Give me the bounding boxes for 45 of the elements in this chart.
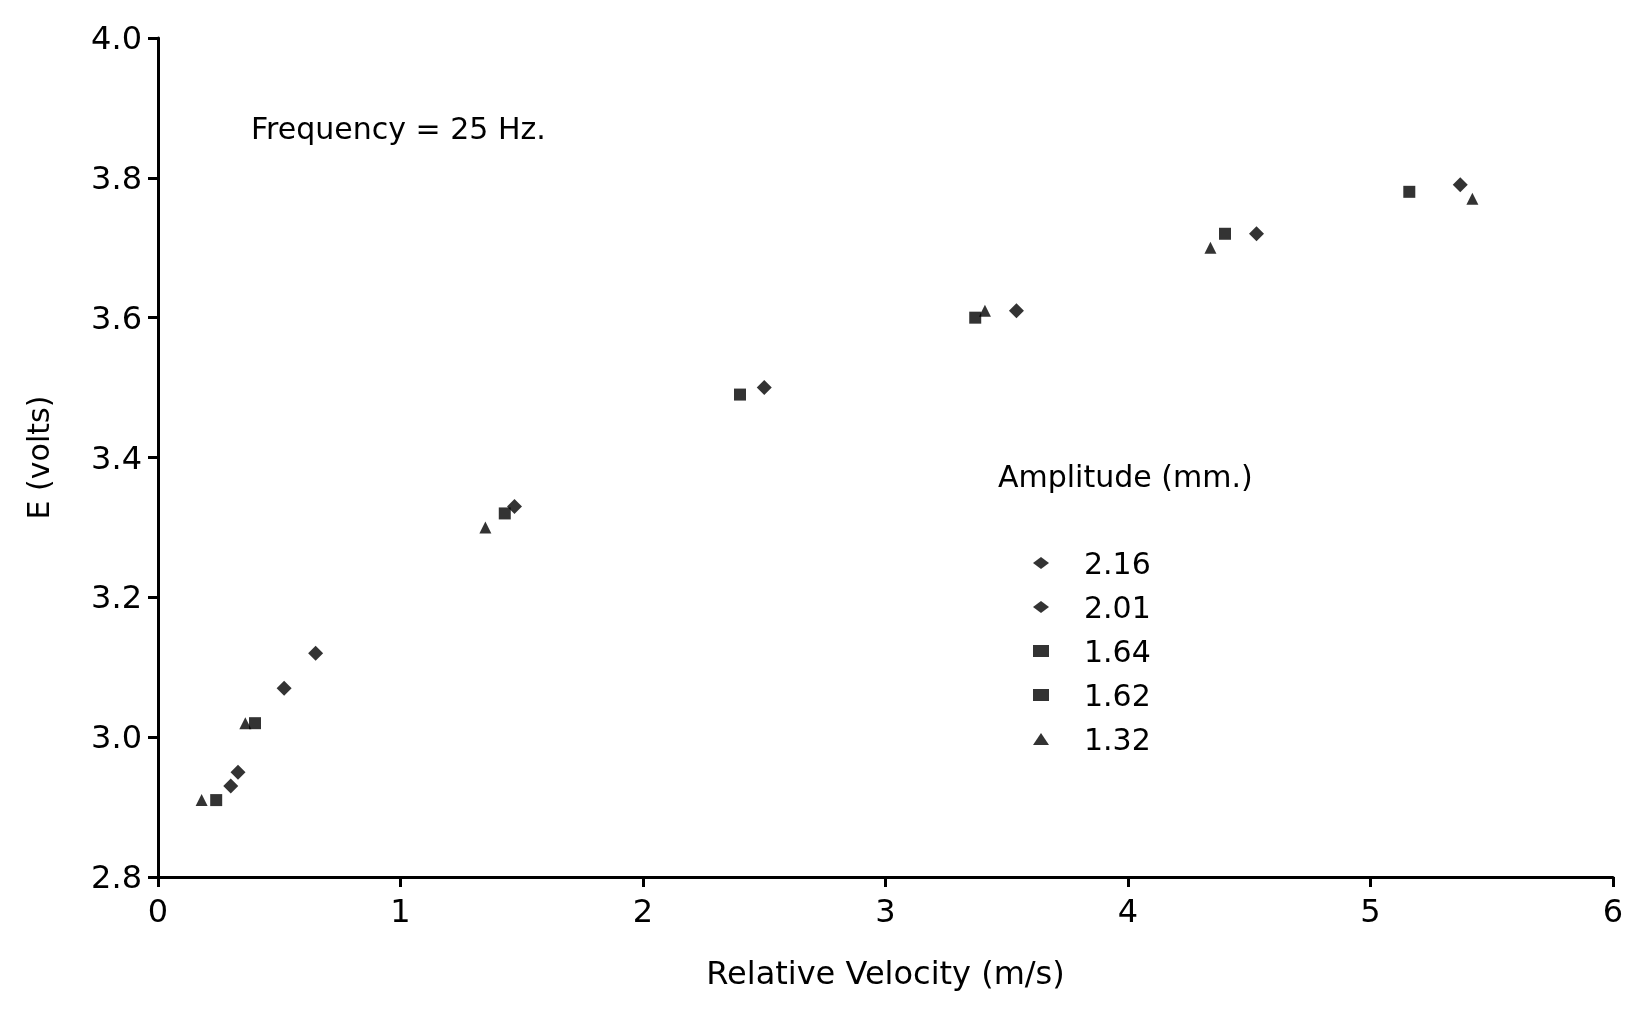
x-tick-label: 0 bbox=[147, 892, 169, 930]
point bbox=[249, 717, 261, 730]
y-tick-label: 3.8 bbox=[91, 158, 142, 197]
point bbox=[308, 645, 324, 661]
x-tick-label: 1 bbox=[390, 892, 411, 930]
annotation: Frequency = 25 Hz. bbox=[251, 110, 546, 146]
x-tick-label: 2 bbox=[632, 892, 654, 930]
legend-title: Amplitude (mm.) bbox=[998, 458, 1253, 494]
point bbox=[210, 794, 223, 807]
point bbox=[969, 311, 982, 324]
point bbox=[1249, 226, 1265, 242]
point bbox=[276, 680, 292, 696]
legend-label: 2.01 bbox=[1084, 589, 1151, 625]
y-tick-label: 3.6 bbox=[91, 298, 142, 337]
point bbox=[1403, 185, 1416, 198]
point bbox=[978, 304, 991, 317]
point bbox=[230, 764, 246, 780]
point bbox=[498, 507, 511, 520]
y-axis-title: E (volts) bbox=[20, 395, 56, 520]
x-tick-label: 6 bbox=[1602, 892, 1624, 930]
x-axis-title: Relative Velocity (m/s) bbox=[706, 954, 1065, 992]
y-tick-label: 2.8 bbox=[91, 858, 142, 896]
point bbox=[734, 388, 746, 401]
x-tick-label: 4 bbox=[1117, 892, 1139, 930]
point bbox=[756, 380, 772, 396]
point bbox=[506, 498, 522, 514]
legend-label: 2.16 bbox=[1084, 545, 1151, 581]
legend-label: 1.62 bbox=[1084, 677, 1151, 713]
point bbox=[1452, 177, 1468, 193]
y-tick-label: 3.4 bbox=[91, 438, 142, 477]
point bbox=[239, 717, 252, 730]
y-tick-label: 3.2 bbox=[91, 578, 142, 617]
legend-label: 1.32 bbox=[1084, 721, 1151, 757]
point bbox=[1204, 241, 1217, 254]
point bbox=[479, 521, 492, 534]
point bbox=[223, 778, 239, 794]
point bbox=[1466, 192, 1479, 205]
y-tick-label: 4.0 bbox=[91, 19, 142, 57]
x-tick-label: 5 bbox=[1360, 892, 1381, 930]
point bbox=[1219, 227, 1231, 240]
legend-label: 1.64 bbox=[1084, 633, 1151, 669]
y-tick-label: 3.0 bbox=[91, 718, 142, 757]
point bbox=[1008, 303, 1024, 319]
x-tick-label: 3 bbox=[875, 892, 896, 930]
point bbox=[195, 794, 208, 807]
